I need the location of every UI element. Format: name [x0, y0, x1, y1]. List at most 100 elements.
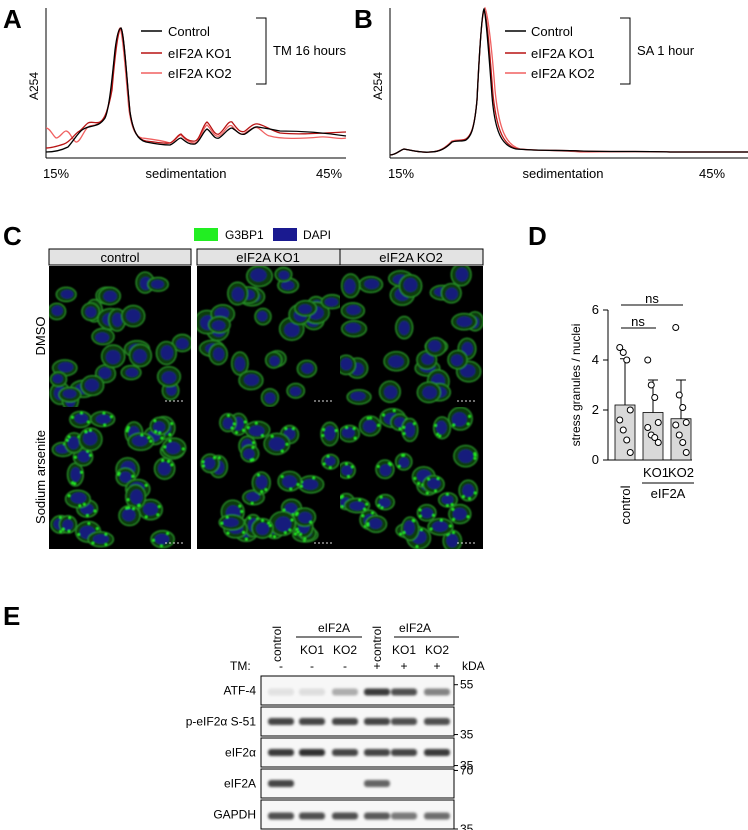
panel-d-point	[651, 394, 659, 401]
blot-band	[332, 749, 358, 756]
panel-d-point	[654, 439, 662, 446]
blot-label: eIF2A	[224, 777, 256, 791]
panel-a-traces	[45, 27, 347, 153]
marker-label: 35	[460, 759, 474, 773]
micrograph-ko1-dmso	[197, 266, 340, 407]
panel-d-xlabel-ko1: KO1	[643, 465, 669, 480]
tm-mark: +	[433, 659, 440, 673]
panel-b-bracket	[620, 17, 631, 85]
panel-a-trace-control	[45, 27, 347, 153]
legend-dapi: DAPI	[303, 228, 331, 242]
panel-b-condition: SA 1 hour	[637, 43, 695, 58]
marker-label: 35	[460, 728, 474, 742]
panel-d-point	[679, 439, 687, 446]
blot-band	[364, 718, 390, 725]
tm-mark: -	[343, 659, 347, 673]
tm-label: TM:	[230, 659, 251, 673]
lane-group-label-2: eIF2A	[399, 621, 431, 635]
tm-mark: -	[279, 659, 283, 673]
blot-band	[299, 688, 325, 696]
panel-d-ylabel: stress granules / nuclei	[569, 324, 583, 447]
blot-band	[332, 688, 358, 696]
panel-d-group-label: eIF2A	[651, 486, 686, 501]
blot-label: p-eIF2α S-51	[186, 715, 257, 729]
panel-a-legend-ko2: eIF2A KO2	[168, 66, 232, 81]
panel-a-legend: Control eIF2A KO1 eIF2A KO2 TM 16 hours	[141, 17, 346, 85]
panel-d-point	[654, 419, 662, 426]
column-label-control: control	[100, 250, 139, 265]
blot-band	[391, 812, 417, 820]
row-label-arsenite: Sodium arsenite	[33, 430, 48, 524]
lane-label-control-2: control	[370, 626, 384, 662]
panel-d-point	[682, 419, 690, 426]
lane-group-label-1: eIF2A	[318, 621, 350, 635]
blot-band	[364, 812, 390, 820]
panel-d-ytick-label: 6	[592, 302, 599, 317]
column-header-control	[48, 248, 192, 266]
panel-a-ylabel: A254	[27, 72, 41, 100]
marker-label: 70	[460, 763, 474, 777]
panel-letter-d: D	[528, 221, 547, 251]
tm-mark: +	[373, 659, 380, 673]
panel-b-trace-control	[389, 7, 748, 156]
marker-label: 35	[460, 822, 474, 830]
lane-label-ko2-1: KO2	[333, 643, 357, 657]
blot-band	[391, 718, 417, 725]
panel-b-legend-ko1: eIF2A KO1	[531, 46, 595, 61]
blot-band	[299, 749, 325, 756]
panel-d-point	[616, 416, 624, 424]
panel-d-point	[672, 421, 680, 429]
blot-1: p-eIF2α S-51 35	[186, 706, 474, 742]
panel-d-sig-ko1: ns	[631, 314, 645, 329]
blot-band	[268, 749, 294, 756]
panel-d-point	[675, 391, 683, 399]
lane-label-ko1-2: KO1	[392, 643, 416, 657]
blot-2: eIF2α 35	[225, 737, 474, 773]
panel-e: E control control eIF2A KO1 KO2 eIF2A KO…	[3, 601, 485, 830]
panel-a-bracket	[256, 17, 267, 85]
blot-band	[332, 718, 358, 725]
panel-b-traces	[389, 6, 748, 156]
blot-label: eIF2α	[225, 746, 256, 760]
panel-a-trace-ko1	[45, 27, 347, 149]
panel-c: C G3BP1 DAPI control eIF2A KO1 eIF2A KO2…	[3, 221, 484, 549]
blot-band	[364, 780, 390, 787]
tm-mark: -	[310, 659, 314, 673]
blot-band	[268, 812, 294, 820]
western-blots: ATF-4 55 p-eIF2α S-51 35 eIF2α 35 eIF2A 70 GAPDH…	[186, 675, 474, 830]
blot-4: GAPDH 35	[213, 799, 474, 830]
row-label-dmso: DMSO	[33, 317, 48, 356]
panel-d-ytick-label: 4	[592, 352, 599, 367]
lane-label-ko1-1: KO1	[300, 643, 324, 657]
panel-b-legend: Control eIF2A KO1 eIF2A KO2 SA 1 hour	[505, 17, 695, 85]
tm-mark: +	[400, 659, 407, 673]
blot-band	[268, 718, 294, 725]
panel-d-point	[616, 344, 624, 351]
column-label-ko1: eIF2A KO1	[236, 250, 300, 265]
panel-d-point	[619, 426, 627, 434]
panel-b-x-start: 15%	[388, 166, 414, 181]
lane-label-control-1: control	[270, 626, 284, 662]
blot-band	[424, 688, 450, 696]
column-header-ko2	[339, 248, 484, 266]
panel-d-point	[647, 381, 655, 389]
marker-label: 55	[460, 678, 474, 692]
blot-band	[364, 688, 390, 696]
panel-d-bars	[614, 324, 692, 461]
panel-a-xlabel: sedimentation	[146, 166, 227, 181]
g3bp1-swatch	[194, 228, 218, 241]
panel-a-legend-ko1: eIF2A KO1	[168, 46, 232, 61]
panel-b-x-end: 45%	[699, 166, 725, 181]
panel-a-x-end: 45%	[316, 166, 342, 181]
micrograph-ko2-dmso	[340, 266, 483, 407]
micrograph-ko1-arsenite	[197, 407, 340, 549]
panel-d-point	[672, 324, 680, 331]
blot-band	[299, 812, 325, 820]
blot-band	[424, 718, 450, 725]
blot-band	[424, 749, 450, 756]
panel-d-point	[682, 449, 690, 456]
panel-d-ytick-label: 0	[592, 452, 599, 467]
panel-d-point	[651, 434, 659, 441]
